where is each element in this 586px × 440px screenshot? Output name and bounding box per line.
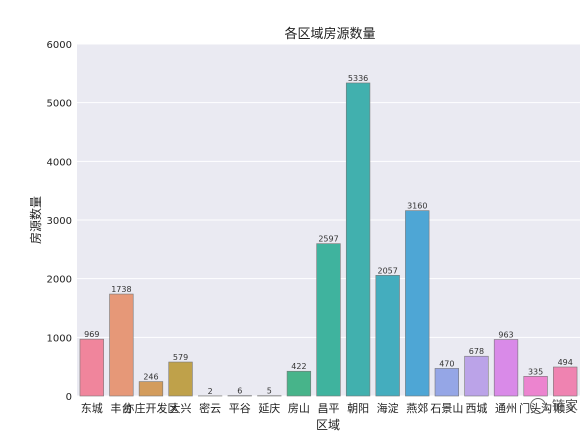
y-tick-label: 2000	[47, 275, 72, 286]
bar	[464, 355, 489, 397]
y-tick-labels: 0 1000 2000 3000 4000 5000 6000	[47, 40, 72, 403]
watermark: 链家	[529, 395, 578, 414]
bar	[405, 210, 430, 397]
bar-value-label: 969	[84, 330, 99, 339]
chart-title: 各区域房源数量	[284, 26, 375, 42]
bar-value-label: 963	[498, 331, 513, 340]
bar	[434, 368, 459, 397]
bar-value-label: 470	[439, 359, 454, 368]
bar	[493, 339, 519, 397]
bar	[553, 366, 578, 397]
y-tick-label: 5000	[47, 99, 72, 110]
watermark-logo-icon	[529, 398, 546, 414]
bar-value-label: 3160	[407, 202, 427, 211]
bar-value-label: 5336	[348, 74, 368, 83]
bar-value-label: 2597	[318, 235, 338, 244]
x-tick-label: 密云	[199, 401, 221, 415]
bar-value-label: 246	[143, 373, 158, 382]
y-axis-label: 房源数量	[28, 196, 43, 244]
bar-value-label: 2057	[377, 266, 397, 275]
bar	[375, 275, 400, 397]
x-tick-label: 丰台	[110, 401, 132, 415]
bar-value-label: 678	[469, 347, 484, 356]
bar-value-label: 5	[267, 387, 272, 396]
bar	[109, 293, 134, 397]
y-tick-label: 0	[66, 392, 72, 403]
x-tick-label: 西城	[465, 402, 487, 415]
bar-value-label: 1738	[111, 285, 131, 294]
bar	[79, 338, 104, 397]
bar-value-label: 494	[558, 358, 573, 367]
x-tick-label: 燕郊	[406, 402, 428, 415]
bar-value-label: 422	[291, 362, 306, 371]
bar	[286, 370, 312, 397]
x-axis-label: 区域	[316, 418, 340, 432]
x-tick-label: 石景山	[430, 402, 463, 415]
value-labels: 969 1738 246 579 2 6 5 422 2597 5336 2057 3160 470 67…	[84, 74, 573, 396]
x-tick-label: 大兴	[170, 401, 192, 415]
bar	[523, 376, 548, 397]
x-tick-label: 平谷	[229, 402, 251, 415]
x-tick-label: 通州	[495, 402, 517, 415]
x-tick-label: 顺义	[554, 402, 576, 415]
bar	[345, 82, 371, 397]
bar-value-label: 579	[173, 353, 188, 362]
y-tick-label: 1000	[47, 333, 72, 344]
x-tick-label: 延庆	[258, 401, 280, 415]
y-tick-label: 6000	[47, 40, 72, 51]
bar-value-label: 2	[208, 387, 213, 396]
y-tick-label: 3000	[47, 216, 72, 227]
bar	[168, 361, 193, 397]
bar	[316, 243, 341, 397]
bar	[138, 381, 164, 397]
x-tick-label: 昌平	[318, 402, 340, 415]
x-tick-label: 东城	[81, 402, 103, 415]
y-tick-label: 4000	[47, 157, 72, 168]
watermark-text: 链家	[551, 398, 578, 414]
x-tick-label: 房山	[288, 402, 310, 415]
bar-value-label: 335	[528, 367, 543, 376]
bars	[79, 82, 578, 397]
x-tick-label: 朝阳	[347, 402, 369, 415]
x-tick-label: 亦庄开发区	[123, 401, 178, 415]
bar-value-label: 6	[237, 387, 242, 396]
x-tick-label: 海淀	[377, 401, 399, 415]
